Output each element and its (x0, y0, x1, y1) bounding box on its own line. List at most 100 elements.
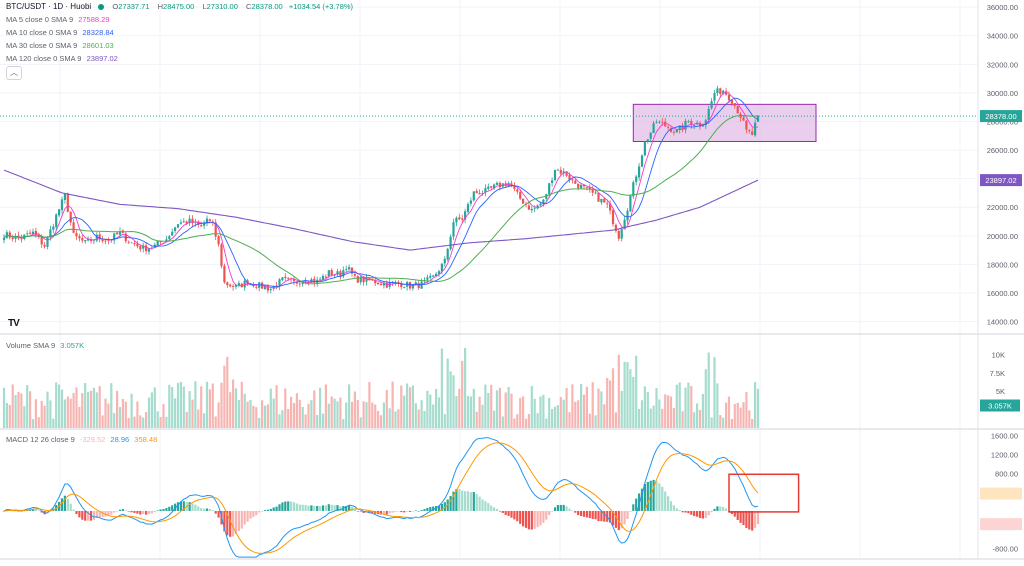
candle-body (719, 88, 722, 95)
ma10-legend[interactable]: MA 10 close 0 SMA 9 28328.84 (6, 26, 114, 39)
volume-label: Volume SMA 9 (6, 341, 56, 350)
macd-hist-bar (78, 510, 81, 518)
macd-hist-bar (217, 510, 220, 518)
macd-hist-bar (736, 510, 739, 520)
macd-hist-bar (600, 510, 603, 522)
volume-bar (5, 403, 8, 428)
candle-body (336, 271, 339, 275)
macd-hist-bar (237, 510, 240, 532)
volume-bar (664, 394, 667, 428)
volume-bar (330, 396, 333, 428)
macd-hist-bar (23, 510, 26, 512)
candle-body (559, 169, 562, 174)
macd-hist-bar (2, 510, 6, 512)
low-value: 27310.00 (206, 2, 238, 11)
tradingview-logo[interactable]: TV (8, 318, 20, 329)
symbol-header: BTC/USDT · 1D · Huobi O27337.71 H28475.0… (6, 2, 354, 11)
candle-body (394, 281, 397, 283)
volume-bar (243, 393, 246, 428)
macd-hist-bar (745, 510, 748, 528)
volume-bar (89, 390, 93, 428)
volume-bar (307, 403, 310, 428)
candle-body (191, 218, 194, 224)
price-tick-label: 22000.00 (987, 203, 1018, 212)
last-price-tag: 28378.00 (985, 112, 1016, 121)
macd-hist-bar (292, 502, 296, 511)
ma5-legend[interactable]: MA 5 close 0 SMA 9 27588.29 (6, 13, 110, 26)
volume-bar (725, 402, 728, 428)
candle-body (275, 285, 278, 287)
macd-hist-bar (594, 510, 597, 520)
macd-hist-bar (232, 510, 235, 537)
macd-hist-bar (98, 510, 101, 518)
candle-body (304, 280, 307, 282)
volume-bar (29, 391, 32, 428)
volume-bar (513, 418, 516, 428)
macd-hist-bar (72, 509, 75, 511)
macd-hist-bar (188, 502, 191, 511)
candle-body (632, 182, 635, 197)
volume-bar (127, 417, 130, 428)
candle-body (707, 108, 710, 120)
macd-hist-bar (107, 510, 110, 516)
candle-body (269, 289, 272, 291)
macd-hist-bar (632, 504, 635, 511)
candle-body (484, 188, 487, 193)
volume-bar (321, 413, 325, 428)
macd-hist-bar (255, 510, 258, 516)
macd-line-value: 28.96 (110, 435, 130, 444)
high-value: 28475.00 (163, 2, 195, 11)
macd-hist-bar (513, 510, 516, 520)
volume-bar (60, 389, 64, 428)
candle-body (580, 184, 583, 189)
volume-bar (501, 416, 504, 428)
macd-hist-bar (400, 510, 403, 513)
macd-legend[interactable]: MACD 12 26 close 9 -329.52 28.96 358.48 (6, 433, 157, 446)
macd-hist-bar (408, 510, 412, 512)
ma30-legend[interactable]: MA 30 close 0 SMA 9 28601.03 (6, 39, 114, 52)
volume-bar (203, 413, 206, 428)
volume-bar (342, 419, 345, 428)
candle-body (603, 198, 606, 203)
volume-bar (556, 405, 559, 428)
volume-bar (669, 396, 673, 428)
macd-hist-bar (696, 510, 699, 517)
candle-body (66, 193, 69, 212)
macd-hist-bar (522, 510, 525, 527)
macd-hist-bar (69, 503, 72, 511)
macd-hist-bar (553, 507, 557, 511)
volume-bar (475, 411, 478, 428)
macd-hist-bar (464, 491, 467, 511)
macd-hist-bar (388, 510, 391, 514)
macd-hist-bar (191, 503, 194, 511)
macd-hist-bar (519, 510, 522, 524)
macd-hist-bar (545, 510, 548, 520)
volume-bar (81, 393, 84, 428)
macd-hist-bar (437, 505, 441, 511)
volume-bar (748, 410, 751, 428)
volume-bar (522, 396, 525, 428)
symbol-title[interactable]: BTC/USDT · 1D · Huobi (6, 2, 92, 11)
macd-hist-bar (240, 510, 243, 529)
candle-body (301, 281, 304, 285)
volume-bar (577, 400, 580, 428)
macd-hist-bar (397, 510, 400, 512)
candle-body (359, 276, 362, 283)
collapse-legend-button[interactable]: ︿ (6, 66, 22, 80)
volume-bar (14, 395, 17, 428)
volume-bar (580, 383, 583, 428)
macd-hist-bar (466, 491, 470, 511)
volume-bar (150, 392, 153, 428)
ma120-legend[interactable]: MA 120 close 0 SMA 9 23897.02 (6, 52, 118, 65)
ma120-value: 23897.02 (86, 54, 118, 63)
volume-bar (617, 354, 620, 428)
candle-body (34, 230, 37, 236)
volume-bar (672, 407, 675, 428)
macd-hist-bar (490, 505, 493, 511)
candle-body (266, 286, 269, 291)
volume-legend[interactable]: Volume SMA 9 3.057K (6, 339, 84, 352)
volume-bar (278, 414, 281, 428)
macd-hist-bar (698, 510, 702, 519)
